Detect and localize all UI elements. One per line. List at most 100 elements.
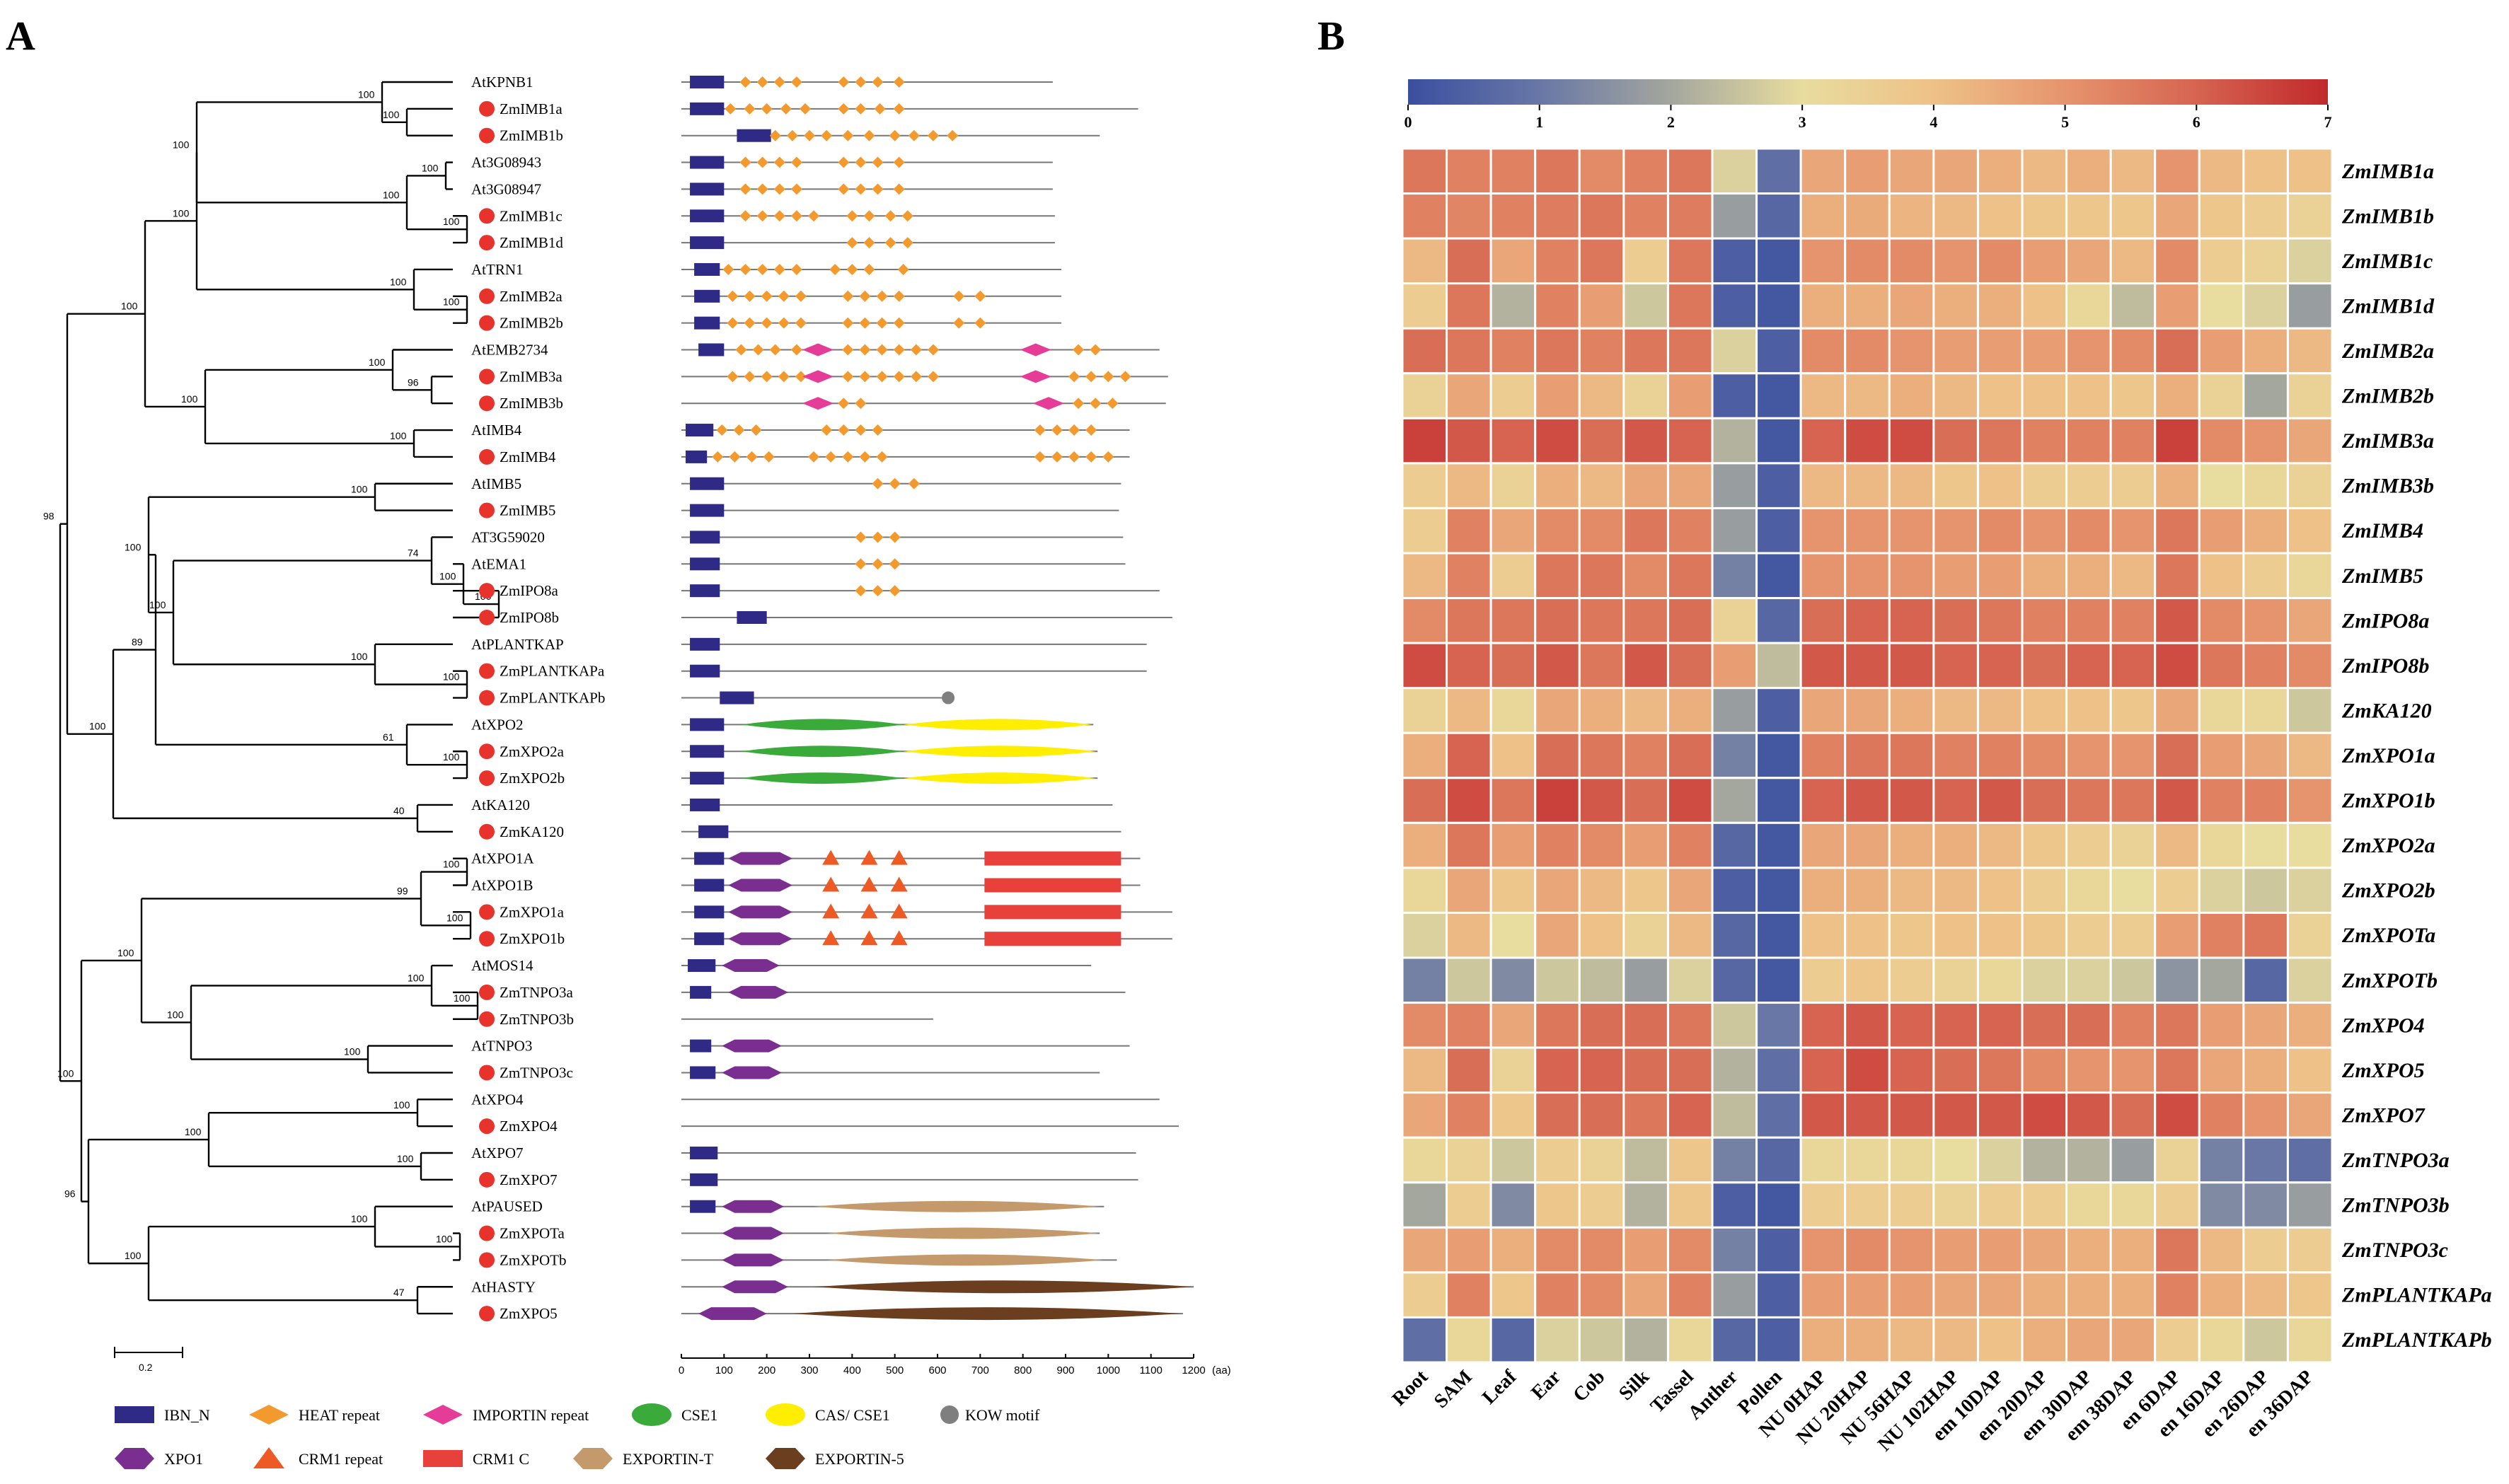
- heatmap-cell: [1578, 1271, 1625, 1318]
- heatmap-cell: [1976, 866, 2024, 914]
- heat-repeat-mark: [872, 76, 884, 88]
- protein-row: [681, 236, 1055, 250]
- heatmap-cell: [1578, 372, 1625, 419]
- heatmap-cell: [2154, 417, 2201, 465]
- bootstrap-value: 100: [344, 1046, 361, 1057]
- heat-repeat-mark: [1085, 371, 1097, 383]
- axis-tick-label: 300: [800, 1364, 818, 1376]
- heatmap-column-label: Cob: [1569, 1366, 1609, 1406]
- heat-repeat-mark: [773, 263, 785, 275]
- heatmap-cell: [1534, 1046, 1581, 1094]
- heatmap-cell: [1755, 687, 1802, 734]
- heatmap-cell: [1666, 1046, 1714, 1094]
- colorbar-tick-label: 7: [2324, 113, 2332, 131]
- heatmap-cell: [1401, 597, 1448, 644]
- heatmap-cell: [2109, 327, 2157, 375]
- heatmap-cell: [2198, 327, 2245, 375]
- bootstrap-value: 100: [443, 216, 460, 227]
- xpo1-domain: [722, 959, 780, 973]
- heatmap-cell: [1446, 1002, 1492, 1049]
- protein-row: [681, 772, 1098, 785]
- heat-repeat-mark: [927, 344, 939, 356]
- leaf-label: AtIMB4: [471, 422, 522, 439]
- leaf-label: ZmTNPO3b: [500, 1011, 574, 1028]
- heatmap-cell: [1888, 327, 1935, 375]
- heatmap-cell: [1844, 597, 1891, 644]
- maize-marker-icon: [479, 369, 495, 385]
- heatmap-cell: [1666, 192, 1714, 240]
- ibn-n-domain: [690, 1039, 712, 1053]
- heatmap-cell: [2109, 956, 2157, 1004]
- colorbar-tick-label: 4: [1930, 113, 1937, 131]
- heat-repeat-mark: [863, 210, 875, 222]
- heatmap-cell: [2109, 687, 2157, 734]
- heatmap-cell: [2021, 777, 2068, 824]
- heatmap-cell: [1755, 506, 1802, 555]
- heatmap-cell: [1844, 1271, 1891, 1318]
- heatmap-cell: [2198, 1181, 2245, 1229]
- heatmap-cell: [1888, 642, 1935, 690]
- heat-repeat-mark: [761, 317, 773, 329]
- heatmap-cell: [2109, 372, 2157, 419]
- bootstrap-value: 100: [436, 1233, 453, 1244]
- exportin-5-domain: [814, 1280, 1194, 1294]
- protein-row: [681, 531, 1124, 544]
- heat-repeat-mark: [846, 210, 858, 222]
- ibn-n-domain: [690, 637, 720, 651]
- heatmap-cell: [2286, 372, 2334, 419]
- maize-marker-icon: [479, 1225, 495, 1241]
- heatmap-cell: [2065, 1226, 2112, 1274]
- heat-repeat-mark: [1085, 451, 1097, 463]
- xpo1-domain: [722, 1227, 784, 1240]
- heatmap-cell: [1622, 327, 1669, 375]
- heat-repeat-mark: [876, 290, 888, 302]
- heat-repeat-mark: [859, 344, 871, 356]
- heatmap-cell: [1799, 1316, 1847, 1364]
- heatmap-cell: [1622, 1181, 1669, 1229]
- heat-repeat-mark: [859, 451, 871, 463]
- ibn-n-domain: [690, 1066, 716, 1079]
- heatmap-cell: [2242, 597, 2289, 644]
- heatmap-cell: [1622, 911, 1669, 959]
- protein-row: [681, 129, 1100, 142]
- heatmap-cell: [1932, 956, 1979, 1004]
- heatmap-cell: [1711, 687, 1758, 734]
- leaf-label: AtTRN1: [471, 261, 524, 278]
- heatmap-row-label: ZmXPOTa: [2341, 924, 2435, 947]
- leaf-label: ZmXPO2a: [500, 743, 565, 760]
- heatmap-cell: [1799, 1002, 1847, 1049]
- leaf-label: ZmIMB2a: [500, 288, 563, 305]
- heatmap-cell: [1489, 327, 1537, 375]
- heatmap-cell: [1976, 597, 2024, 644]
- heat-repeat-mark: [842, 344, 854, 356]
- heatmap-cell: [1446, 282, 1492, 330]
- heatmap-cell: [1666, 417, 1714, 465]
- bootstrap-value: 100: [383, 109, 400, 120]
- heatmap-cell: [1888, 731, 1935, 779]
- cse1-domain: [741, 772, 904, 784]
- heatmap-cell: [1489, 1091, 1537, 1139]
- bootstrap-value: 100: [167, 1009, 184, 1020]
- ibn-n-domain: [690, 1173, 718, 1186]
- heat-repeat-mark: [855, 183, 867, 195]
- heatmap-cell: [2109, 237, 2157, 285]
- cas-cse1-domain: [903, 746, 1096, 758]
- heatmap-cell: [2021, 282, 2068, 330]
- heat-repeat-mark: [795, 317, 807, 329]
- colorbar-tick-label: 5: [2061, 113, 2069, 131]
- heatmap-cell: [1755, 1091, 1802, 1139]
- heatmap-cell: [1711, 417, 1758, 465]
- bootstrap-value: 100: [454, 992, 471, 1004]
- heatmap-cell: [1401, 506, 1448, 555]
- xpo1-domain: [722, 1039, 782, 1053]
- heat-repeat-mark: [761, 290, 773, 302]
- heatmap-cell: [1401, 1091, 1448, 1139]
- heatmap-cell: [1666, 462, 1714, 509]
- protein-row: [681, 745, 1098, 758]
- xpo1-domain: [722, 1253, 784, 1267]
- ibn-n-domain: [690, 477, 725, 490]
- heatmap-cell: [1489, 506, 1537, 555]
- heatmap-cell: [2021, 1136, 2068, 1184]
- maize-marker-icon: [479, 743, 495, 760]
